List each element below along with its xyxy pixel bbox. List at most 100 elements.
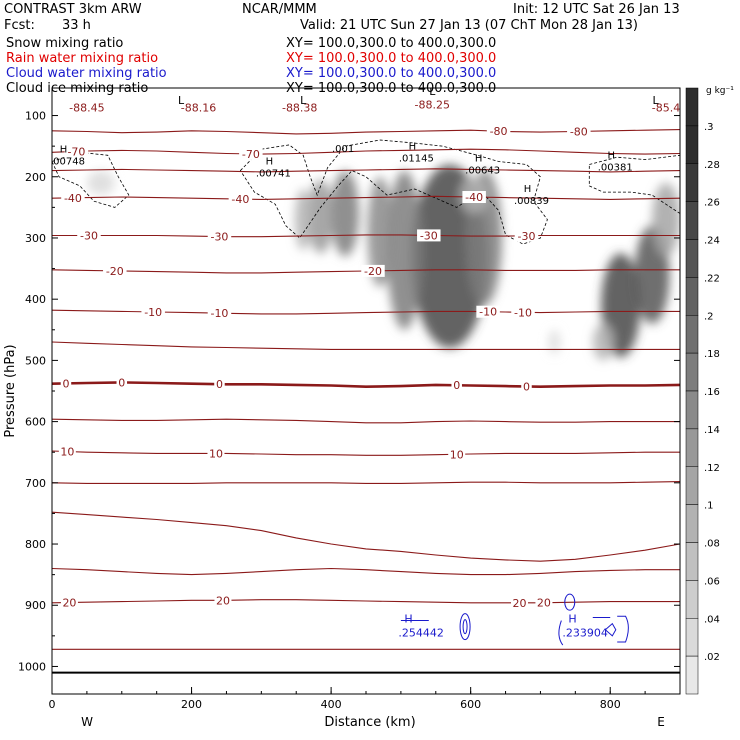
contour-label: -30	[518, 230, 536, 243]
ice-max-value: .00748	[50, 156, 85, 167]
ice-max-value: .00741	[256, 169, 291, 180]
snow-shade-blob	[548, 329, 560, 355]
low-marker: L	[300, 94, 307, 107]
y-tick-label: 200	[25, 171, 46, 184]
snow-shade-blob	[86, 170, 115, 196]
colorbar-cell	[685, 315, 699, 354]
cloud-water-contour	[462, 619, 468, 635]
contour-label-bg	[239, 147, 263, 160]
contour-label: -80	[490, 125, 508, 138]
temperature-min-label: -88.38	[282, 102, 317, 115]
fcst-value: 33 h	[62, 18, 91, 33]
contour-label-bg	[77, 229, 101, 242]
colorbar-cell	[685, 580, 699, 619]
contour-label: -10	[210, 307, 228, 320]
field-name-cloud-ice: Cloud ice mixing ratio	[6, 81, 149, 96]
cloud-water-max-marker: H	[404, 613, 412, 626]
ice-max-value: .00381	[598, 163, 633, 174]
temperature-contour	[52, 481, 680, 484]
low-marker: L	[653, 94, 660, 107]
temperature-min-label: -88.45	[69, 102, 104, 115]
ice-max-marker: H	[524, 184, 532, 195]
ice-max-value: .00643	[465, 166, 500, 177]
colorbar-tick-label: .06	[704, 576, 720, 587]
contour-label-bg	[60, 596, 78, 609]
contour-label: 10	[450, 448, 464, 461]
contour-label-bg	[521, 380, 532, 393]
contour-label-bg	[207, 307, 232, 320]
colorbar-cell	[685, 542, 699, 581]
contour-label-bg	[64, 145, 89, 158]
contour-label-bg	[207, 230, 232, 243]
colorbar-tick-label: .3	[704, 122, 714, 133]
contour-label: -30	[420, 229, 438, 242]
cloud-water-contour	[558, 620, 564, 646]
contour-label-bg	[511, 596, 529, 609]
west-label: W	[81, 715, 93, 729]
colorbar-unit: g kg⁻¹	[706, 86, 734, 96]
temperature-contour	[52, 511, 680, 562]
model-title: CONTRAST 3km ARW	[4, 2, 142, 17]
init-time: Init: 12 UTC Sat 26 Jan 13	[513, 2, 680, 17]
y-tick-label: 700	[25, 477, 46, 490]
contour-label-bg	[103, 264, 127, 277]
contour-label: 0	[453, 379, 460, 392]
contour-label: -30	[80, 230, 98, 243]
temperature-contour	[52, 418, 680, 424]
contour-label-bg	[535, 596, 553, 609]
fcst-label: Fcst:	[4, 18, 35, 33]
colorbar-tick-label: .18	[704, 349, 720, 360]
contour-label: 20	[216, 594, 230, 607]
ice-max-marker: H	[60, 144, 68, 155]
contour-label: 10	[209, 447, 223, 460]
contour-label: 10	[60, 446, 74, 459]
colorbar-cell	[685, 655, 699, 695]
contour-label: -10	[479, 306, 497, 319]
field-name-snow: Snow mixing ratio	[6, 36, 124, 51]
contour-label-bg	[417, 229, 441, 242]
colorbar-cell	[685, 352, 699, 392]
colorbar-cell	[685, 277, 699, 316]
east-label: E	[657, 715, 665, 729]
field-name-cloud-water: Cloud water mixing ratio	[6, 66, 167, 81]
snow-shade-blob	[367, 176, 393, 287]
colorbar-cell	[685, 201, 699, 240]
ice-max-value: .001	[332, 144, 354, 155]
contour-label: -80	[570, 125, 588, 138]
contour-label-bg	[448, 448, 466, 461]
x-tick-label: 800	[600, 698, 621, 711]
ice-max-marker: H	[475, 154, 483, 165]
contour-label-bg	[361, 264, 385, 277]
colorbar-tick-label: .14	[704, 425, 720, 436]
cloud-water-max-value: .254442	[398, 627, 444, 640]
contour-label: -20	[364, 265, 382, 278]
plot-area	[52, 88, 680, 694]
low-marker: L	[429, 85, 436, 98]
x-tick-label: 0	[49, 698, 56, 711]
contour-label-bg	[486, 125, 511, 138]
y-tick-label: 1000	[18, 660, 46, 673]
contour-label-bg	[214, 378, 225, 391]
contour-label-bg	[60, 377, 72, 390]
contour-label: -30	[210, 231, 228, 244]
colorbar-tick-label: .28	[704, 160, 720, 171]
contour-label: 0	[118, 376, 125, 389]
y-tick-label: 500	[25, 354, 46, 367]
y-tick-label: 100	[25, 110, 46, 123]
center-title: NCAR/MMM	[242, 2, 317, 17]
low-marker: L	[178, 94, 185, 107]
contour-label-bg	[207, 447, 225, 460]
contour-label-bg	[214, 594, 232, 607]
temperature-contour	[52, 234, 680, 238]
colorbar-tick-label: .22	[704, 273, 720, 284]
cloud-water-contour	[604, 622, 617, 637]
contour-label-bg	[462, 191, 486, 204]
cloud-water-max-value: .233904	[562, 627, 608, 640]
valid-time: Valid: 21 UTC Sun 27 Jan 13 (07 ChT Mon …	[300, 18, 638, 33]
x-tick-label: 600	[460, 698, 481, 711]
cloud-ice-contour	[588, 154, 680, 214]
field-xy-snow: XY= 100.0,300.0 to 400.0,300.0	[286, 36, 497, 51]
temperature-min-label: -88.16	[181, 102, 216, 115]
contour-label: -70	[242, 148, 260, 161]
